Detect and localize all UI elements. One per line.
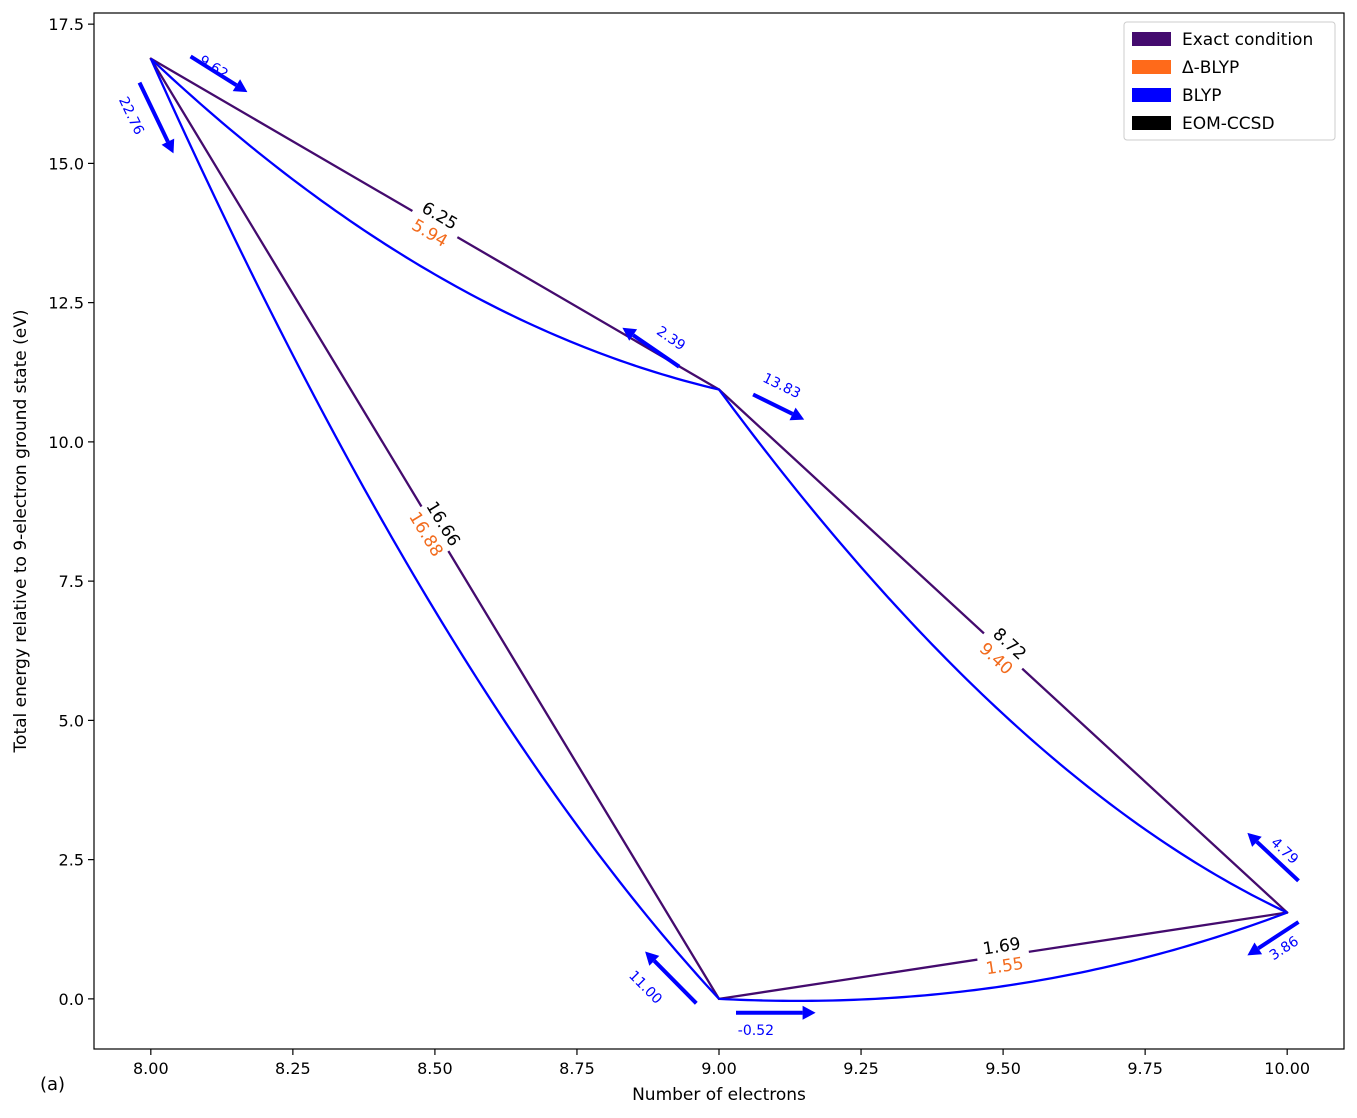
edge-label-background	[405, 495, 467, 561]
axes-layer: 8.00 8.25 8.50 8.75 9.00 9.25 9.50 9.75 10.00 0.0…	[48, 15, 1310, 1078]
legend-swatch	[1132, 32, 1171, 46]
delta-blyp-value: 1.55	[985, 954, 1025, 979]
slope-arrow-shaft-2	[631, 333, 681, 369]
slope-arrow-shaft-6	[652, 959, 698, 1005]
edge-label-background	[402, 192, 468, 254]
slope-arrow-head-7	[802, 1005, 816, 1020]
edge-label-CD: 1.691.55	[974, 931, 1032, 979]
blyp-curve-AC	[149, 58, 720, 1000]
slope-arrow-shaft-3	[752, 392, 794, 416]
legend-entry: Exact condition	[1182, 30, 1313, 50]
y-tick-label: 15.0	[48, 154, 84, 173]
edge-label-background	[971, 617, 1037, 683]
slope-arrow-label: 4.79	[1267, 835, 1301, 868]
x-tick-label: 8.25	[275, 1059, 311, 1078]
x-tick-label: 10.00	[1264, 1059, 1310, 1078]
y-tick-label: 0.0	[59, 990, 84, 1009]
slope-arrow-label: -0.52	[738, 1023, 774, 1039]
slope-arrow-head-4	[1247, 832, 1262, 847]
label-layer: 6.255.9416.6616.888.729.401.691.559.6222…	[115, 53, 1302, 1040]
slope-arrow-label: 2.39	[653, 323, 688, 354]
slope-arrow-head-3	[789, 407, 805, 421]
y-tick-label: 5.0	[59, 711, 84, 730]
slope-arrow-shaft-4	[1255, 840, 1300, 883]
slope-arrow-label: 22.76	[115, 94, 147, 137]
y-tick-label: 7.5	[59, 572, 84, 591]
edge-label-AB: 6.255.94	[402, 192, 468, 254]
slope-arrow-shaft-5	[1257, 920, 1300, 950]
slope-arrow-head-2	[622, 327, 638, 341]
slope-arrow-shaft-1	[137, 81, 170, 143]
x-tick-label: 9.75	[1127, 1059, 1163, 1078]
blyp-curve-BD	[718, 388, 1288, 914]
x-tick-label: 9.00	[701, 1059, 737, 1078]
x-tick-label: 8.75	[559, 1059, 595, 1078]
data-layer	[149, 57, 1289, 1003]
plot-frame	[93, 12, 1345, 1050]
y-tick-label: 17.5	[48, 15, 84, 34]
slope-arrow-label: 13.83	[760, 370, 803, 402]
legend-swatch	[1132, 116, 1171, 130]
legend-entry: EOM-CCSD	[1182, 114, 1275, 134]
blyp-curve-AB	[150, 57, 720, 391]
slope-arrow-label: 11.00	[625, 968, 665, 1008]
x-tick-label: 8.50	[417, 1059, 453, 1078]
y-tick-label: 10.0	[48, 433, 84, 452]
legend-swatch	[1132, 88, 1171, 102]
y-tick-label: 2.5	[59, 851, 84, 870]
x-tick-label: 8.00	[133, 1059, 169, 1078]
slope-arrow-shaft-0	[189, 54, 238, 87]
blyp-curve-CD	[718, 911, 1288, 1003]
legend-entry: BLYP	[1182, 86, 1222, 106]
edge-label-BD: 8.729.40	[971, 617, 1037, 683]
slope-arrow-head-5	[1247, 942, 1263, 956]
x-tick-label: 9.50	[985, 1059, 1021, 1078]
slope-arrow-head-0	[232, 79, 248, 93]
x-tick-label: 9.25	[843, 1059, 879, 1078]
slope-arrow-head-6	[645, 951, 660, 966]
x-axis-label: Number of electrons	[632, 1085, 806, 1105]
y-axis-label: Total energy relative to 9-electron grou…	[11, 310, 31, 754]
y-tick-label: 12.5	[48, 294, 84, 313]
legend-entry: Δ-BLYP	[1182, 58, 1239, 78]
legend: Exact condition Δ-BLYP BLYP EOM-CCSD	[1123, 21, 1336, 141]
edge-label-background	[974, 931, 1032, 979]
legend-swatch	[1132, 60, 1171, 74]
legend-box	[1123, 21, 1336, 141]
slope-arrow-head-1	[161, 138, 175, 154]
panel-label: (a)	[40, 1074, 65, 1095]
